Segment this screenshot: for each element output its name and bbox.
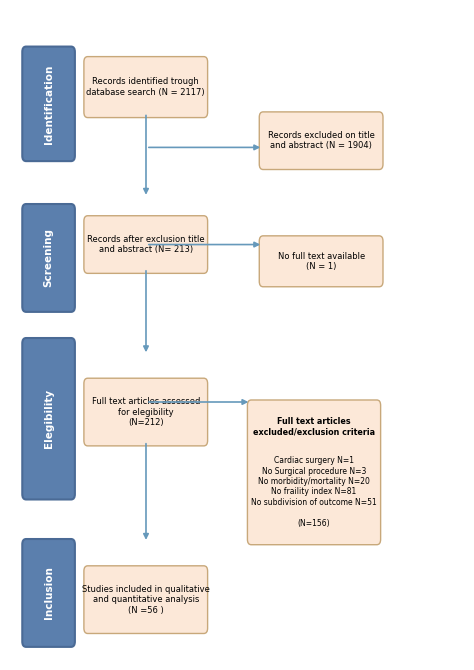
FancyBboxPatch shape: [84, 57, 208, 118]
FancyBboxPatch shape: [259, 112, 383, 170]
Text: Records identified trough
database search (N = 2117): Records identified trough database searc…: [86, 78, 205, 96]
Text: No full text available
(N = 1): No full text available (N = 1): [277, 252, 365, 271]
FancyBboxPatch shape: [84, 378, 208, 446]
Text: Records after exclusion title
and abstract (N= 213): Records after exclusion title and abstra…: [87, 235, 205, 254]
Text: Inclusion: Inclusion: [44, 567, 54, 619]
FancyBboxPatch shape: [22, 539, 75, 647]
Text: Full text articles assessed
for elegibility
(N=212): Full text articles assessed for elegibil…: [91, 397, 200, 427]
Text: Cardiac surgery N=1
No Surgical procedure N=3
No morbidity/mortality N=20
No fra: Cardiac surgery N=1 No Surgical procedur…: [251, 456, 377, 528]
FancyBboxPatch shape: [84, 216, 208, 273]
Text: Records excluded on title
and abstract (N = 1904): Records excluded on title and abstract (…: [268, 131, 374, 150]
Text: Studies included in qualitative
and quantitative analysis
(N =56 ): Studies included in qualitative and quan…: [82, 585, 210, 614]
FancyBboxPatch shape: [259, 236, 383, 287]
FancyBboxPatch shape: [84, 565, 208, 634]
Text: Identification: Identification: [44, 64, 54, 143]
FancyBboxPatch shape: [247, 400, 381, 545]
FancyBboxPatch shape: [22, 204, 75, 312]
Text: Full text articles
excluded/exclusion criteria: Full text articles excluded/exclusion cr…: [253, 417, 375, 437]
FancyBboxPatch shape: [22, 47, 75, 161]
Text: Elegibility: Elegibility: [44, 389, 54, 448]
Text: Screening: Screening: [44, 228, 54, 287]
FancyBboxPatch shape: [22, 338, 75, 500]
